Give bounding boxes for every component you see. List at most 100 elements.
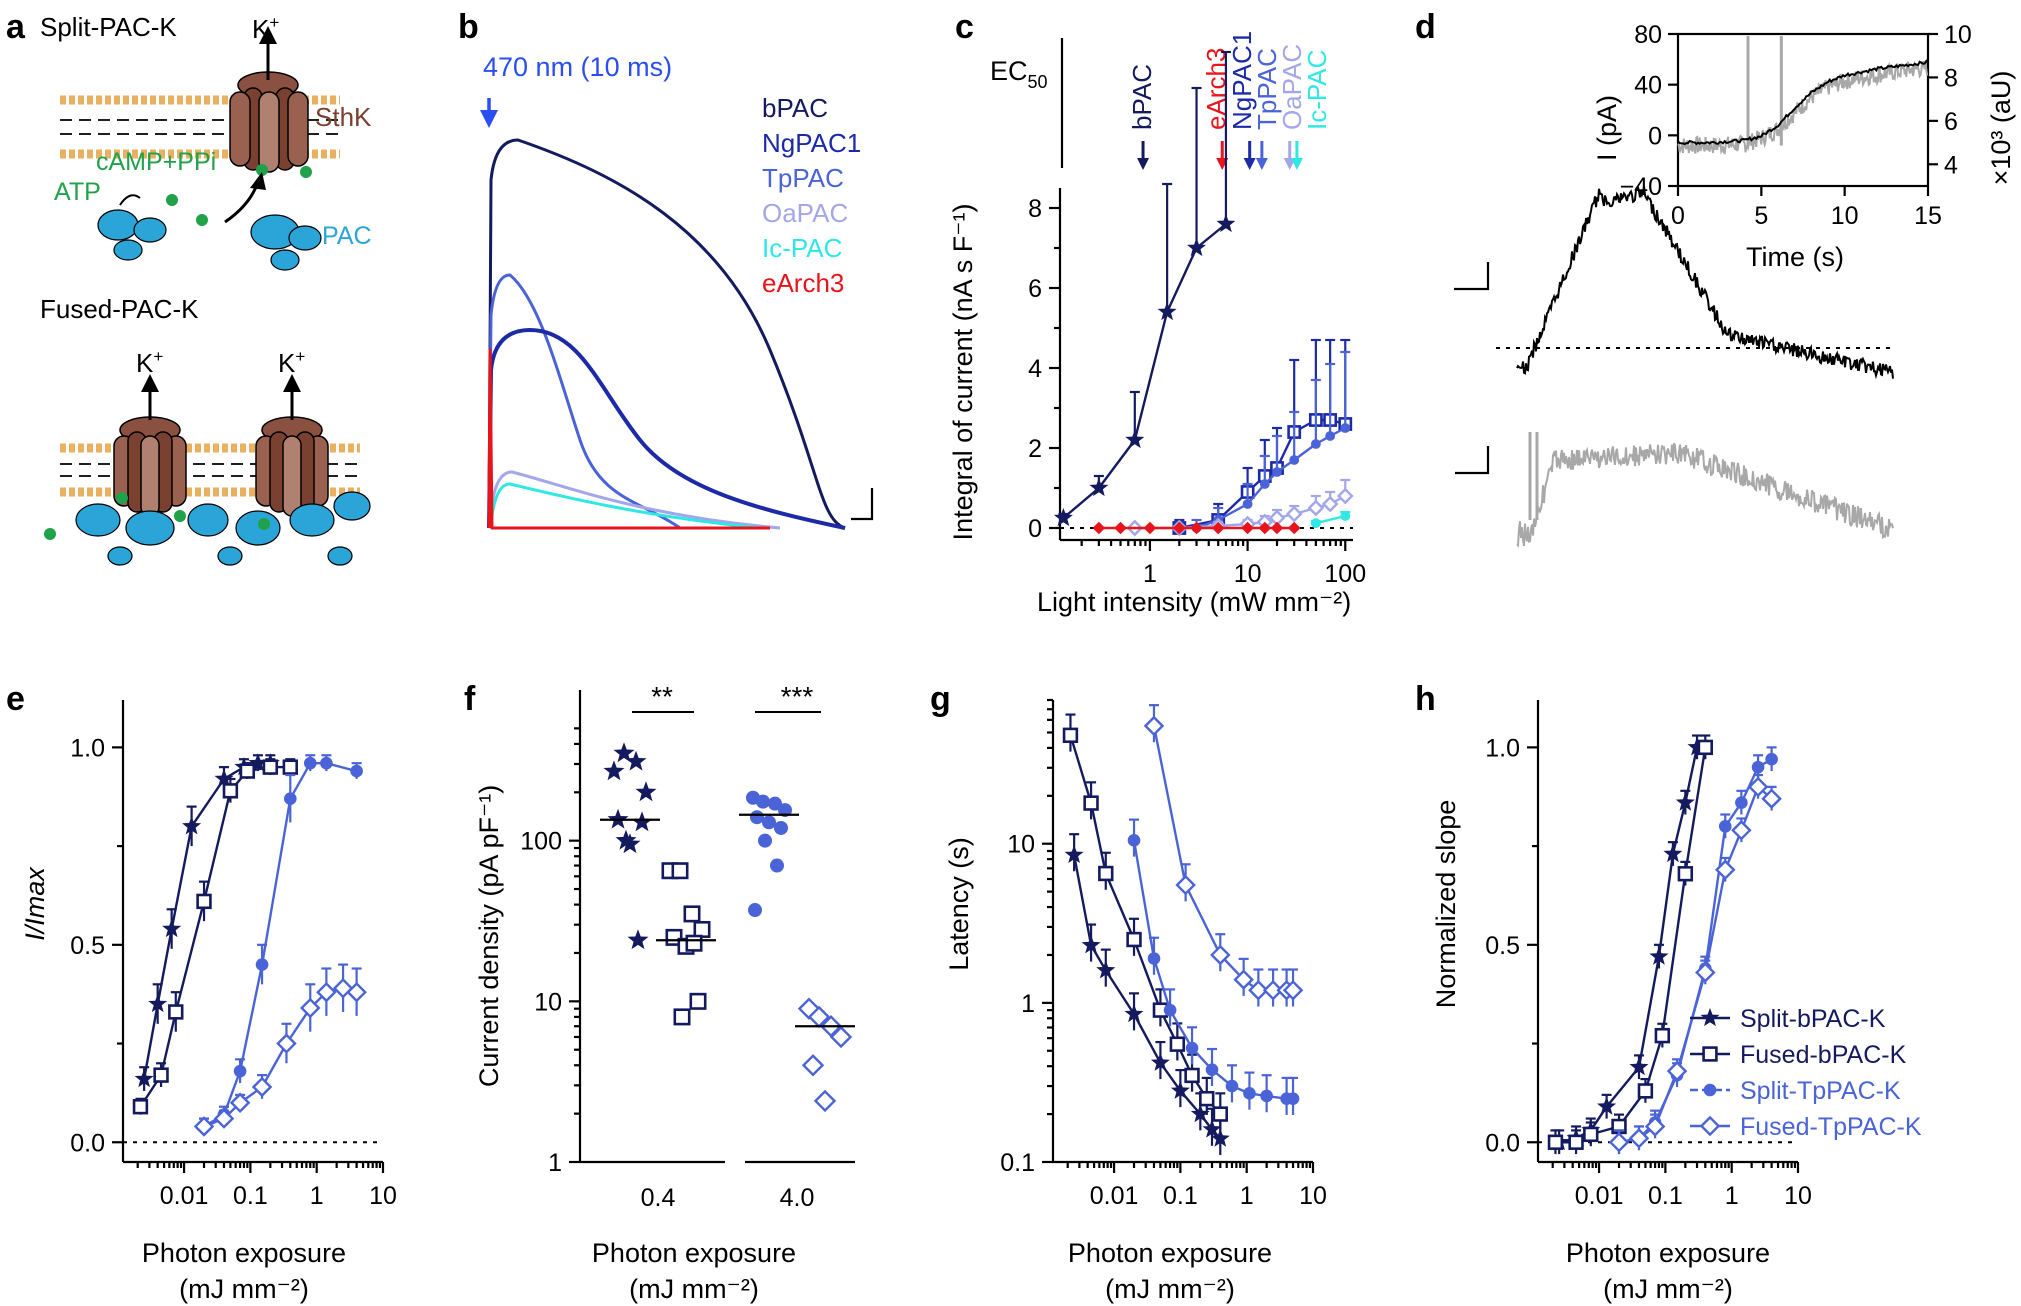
c-point-oapac [1307, 499, 1325, 517]
e-point-split-bpac-k [214, 769, 234, 788]
xlabel-g-1: Photon exposure [1068, 1238, 1272, 1268]
fused-channel-right [255, 374, 329, 517]
f-point-fused-bpac-k [671, 862, 689, 880]
h-point-split-bpac-k [1663, 844, 1683, 863]
g-xtick-label: 0.01 [1090, 1182, 1139, 1210]
legend-b: bPAC NgPAC1 TpPAC OaPAC Ic-PAC eArch3 [762, 93, 861, 298]
c-point-bpac [1157, 302, 1177, 321]
panel-c: c EC50 bPAC eArch3NgPAC1TpPACOaPACIc-PAC … [948, 8, 1366, 617]
g-point-split-bpac-k [1202, 1119, 1222, 1138]
c-point-tppac [1242, 499, 1253, 509]
ec50-label-tppac: TpPAC [1252, 48, 1282, 130]
trace-oapac [487, 470, 781, 530]
g-point-fused-bpac-k [1169, 1036, 1186, 1052]
f-xtick-label: 0.4 [641, 1184, 676, 1212]
c-point-tppac [1289, 455, 1300, 465]
current-trace-black [1516, 186, 1894, 380]
g-ytick-label: 1 [1021, 990, 1035, 1018]
xlabel-e-1: Photon exposure [142, 1238, 346, 1268]
h-xtick-label: 0.01 [1575, 1182, 1624, 1210]
panel-label-a: a [6, 8, 26, 46]
panel-label-e: e [6, 680, 25, 718]
e-point-split-tppac-k [303, 756, 317, 770]
legend-h-split-bpac-k: Split-bPAC-K [1740, 1005, 1886, 1033]
trace-ngpac1 [487, 328, 846, 530]
axes-f: 1 10 100 0.4 4.0 [520, 690, 855, 1212]
h-point-fused-bpac-k [1697, 739, 1713, 756]
e-point-fused-bpac-k [153, 1067, 169, 1083]
f-point-split-bpac-k [627, 929, 649, 950]
g-point-fused-bpac-k [1184, 1067, 1200, 1084]
c-point-ic-pac [1340, 511, 1351, 521]
inset-rtick-label: 10 [1944, 21, 1972, 49]
ec50-label-oapac: OaPAC [1277, 44, 1307, 130]
g-point-fused-bpac-k [1062, 727, 1079, 744]
g-point-fused-bpac-k [1126, 931, 1142, 948]
axes-g: 0.1 1 10 0.01 0.1 1 10 [1000, 698, 1327, 1210]
f-point-fused-tppac-k [801, 1054, 825, 1077]
panel-label-h: h [1415, 680, 1436, 718]
h-point-split-bpac-k [1675, 792, 1695, 811]
ec50-label-bpac: bPAC [1127, 64, 1157, 130]
g-point-fused-bpac-k [1199, 1090, 1215, 1107]
e-point-split-bpac-k [182, 816, 202, 835]
split-pac-k-title: Split-PAC-K [40, 12, 177, 42]
e-point-split-bpac-k [134, 1069, 154, 1088]
e-xtick-label: 0.1 [233, 1182, 268, 1210]
h-point-fused-tppac-k [1608, 1132, 1630, 1153]
xlabel-e-2: (mJ mm⁻²) [179, 1274, 309, 1304]
c-point-earch3 [1287, 521, 1301, 535]
f-point-split-tppac-k [778, 803, 792, 818]
ec50-arrowhead-bpac [1137, 158, 1150, 170]
c-point-bpac [1125, 430, 1145, 449]
inset-xlabel: Time (s) [1746, 242, 1844, 272]
e-ytick-label: 0.0 [70, 1129, 105, 1157]
c-point-earch3 [1092, 521, 1106, 535]
inset-xtick-label: 0 [1671, 202, 1685, 230]
e-point-split-tppac-k [283, 792, 297, 806]
sthk-label: SthK [315, 102, 372, 132]
h-point-fused-bpac-k [1654, 1027, 1671, 1044]
pac-enzyme-left [97, 194, 167, 261]
legend-h-marker [1702, 1046, 1718, 1062]
g-point-split-tppac-k [1260, 1089, 1273, 1103]
h-point-split-bpac-k [1687, 737, 1707, 756]
e-curve-split-tppac-k [203, 762, 357, 1128]
c-point-earch3 [1143, 521, 1157, 535]
h-point-split-bpac-k [1597, 1096, 1617, 1115]
f-point-split-tppac-k [748, 903, 762, 918]
inset-ltick-label: 80 [1634, 21, 1662, 49]
current-trace-grey [1516, 442, 1894, 548]
h-point-split-tppac-k [1765, 752, 1778, 766]
f-point-fused-tppac-k [813, 1089, 837, 1113]
e-point-split-tppac-k [233, 1064, 247, 1078]
ec50-arrowhead-ic-pac [1290, 158, 1303, 170]
f-point-split-bpac-k [603, 760, 625, 781]
e-point-split-bpac-k [248, 753, 268, 772]
e-point-split-tppac-k [350, 764, 363, 778]
g-point-fused-bpac-k [1083, 795, 1099, 811]
h-point-fused-tppac-k [1747, 776, 1769, 798]
g-point-fused-tppac-k [1210, 944, 1231, 966]
legend-b-bpac: bPAC [762, 93, 828, 123]
g-point-fused-bpac-k [1212, 1106, 1228, 1122]
c-point-bpac [1053, 508, 1073, 527]
g-point-fused-tppac-k [1143, 715, 1165, 737]
ec50-label-ic-pac: Ic-PAC [1302, 50, 1332, 130]
e-point-split-tppac-k [255, 958, 269, 971]
inset-rtick-label: 4 [1944, 151, 1958, 179]
k-ion-label-fused-left: K+ [136, 347, 163, 378]
g-point-fused-tppac-k [1282, 980, 1304, 1001]
xlabel-g-2: (mJ mm⁻²) [1105, 1274, 1235, 1304]
h-ytick-label: 0.0 [1485, 1129, 1520, 1157]
significance-04: ** [651, 681, 673, 712]
h-point-fused-bpac-k [1677, 866, 1694, 882]
e-ytick-label: 0.5 [70, 932, 105, 960]
g-point-split-bpac-k [1096, 960, 1116, 979]
g-xtick-label: 10 [1299, 1182, 1327, 1210]
g-point-fused-tppac-k [1175, 874, 1196, 896]
legend-b-ic-pac: Ic-PAC [762, 233, 842, 263]
atp-label: ATP [54, 178, 101, 206]
